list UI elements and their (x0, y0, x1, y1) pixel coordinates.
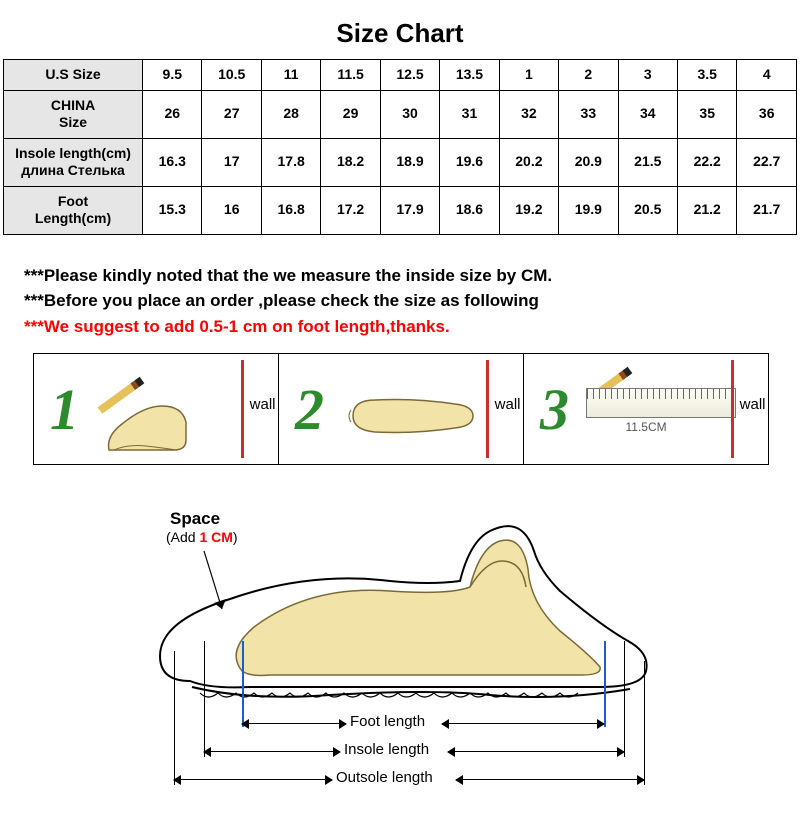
table-cell: 21.2 (677, 186, 736, 234)
step-number: 2 (289, 376, 331, 443)
table-cell: 20.9 (559, 138, 618, 186)
table-cell: 3 (618, 60, 677, 91)
space-title: Space (170, 509, 220, 529)
ruler-icon (586, 388, 736, 418)
dim-line (242, 723, 346, 724)
step-3: 3 11.5CM wall (523, 353, 769, 465)
note-line-1: ***Please kindly noted that the we measu… (24, 263, 800, 289)
wall-line (241, 360, 244, 458)
table-cell: 17.9 (380, 186, 439, 234)
table-cell: 31 (440, 90, 499, 138)
table-cell: 30 (380, 90, 439, 138)
wall-line (731, 360, 734, 458)
note-line-3: ***We suggest to add 0.5-1 cm on foot le… (24, 314, 800, 340)
table-cell: 2 (559, 60, 618, 91)
table-cell: 11.5 (321, 60, 380, 91)
table-cell: 20.5 (618, 186, 677, 234)
table-cell: 19.9 (559, 186, 618, 234)
step-1: 1 wall (33, 353, 279, 465)
table-cell: 28 (261, 90, 320, 138)
foot-top-icon (345, 390, 477, 440)
row-header: FootLength(cm) (4, 186, 143, 234)
guide-line (204, 641, 205, 757)
table-cell: 34 (618, 90, 677, 138)
note-line-2: ***Before you place an order ,please che… (24, 288, 800, 314)
table-cell: 33 (559, 90, 618, 138)
table-cell: 15.3 (143, 186, 202, 234)
table-cell: 27 (202, 90, 261, 138)
table-cell: 21.7 (737, 186, 797, 234)
ruler-value: 11.5CM (626, 420, 667, 434)
table-cell: 18.9 (380, 138, 439, 186)
row-header: CHINASize (4, 90, 143, 138)
table-cell: 12.5 (380, 60, 439, 91)
table-cell: 22.7 (737, 138, 797, 186)
table-cell: 19.6 (440, 138, 499, 186)
page-title: Size Chart (0, 18, 800, 49)
shoe-diagram: Space (Add 1 CM) Foot length (130, 491, 670, 791)
outsole-length-label: Outsole length (336, 769, 433, 786)
table-cell: 1 (499, 60, 558, 91)
table-cell: 16 (202, 186, 261, 234)
step-2: 2 wall (278, 353, 524, 465)
table-cell: 16.3 (143, 138, 202, 186)
guide-line (174, 651, 175, 785)
foot-length-label: Foot length (350, 713, 425, 730)
guide-line (604, 641, 606, 727)
insole-length-label: Insole length (344, 741, 429, 758)
table-cell: 11 (261, 60, 320, 91)
dim-line (448, 751, 624, 752)
table-cell: 10.5 (202, 60, 261, 91)
table-cell: 17.8 (261, 138, 320, 186)
table-cell: 22.2 (677, 138, 736, 186)
dim-line (456, 779, 644, 780)
wall-label: wall (495, 396, 521, 413)
wall-label: wall (250, 396, 276, 413)
table-cell: 36 (737, 90, 797, 138)
table-cell: 18.6 (440, 186, 499, 234)
table-cell: 4 (737, 60, 797, 91)
dim-line (442, 723, 604, 724)
table-cell: 32 (499, 90, 558, 138)
table-cell: 29 (321, 90, 380, 138)
notes-block: ***Please kindly noted that the we measu… (24, 263, 800, 340)
table-cell: 19.2 (499, 186, 558, 234)
size-table: U.S Size9.510.51111.512.513.51233.54 CHIN… (3, 59, 797, 235)
guide-line (242, 641, 244, 727)
table-cell: 17.2 (321, 186, 380, 234)
row-header: Insole length(cm)длина Стелька (4, 138, 143, 186)
table-cell: 26 (143, 90, 202, 138)
step-number: 1 (44, 376, 86, 443)
table-cell: 16.8 (261, 186, 320, 234)
guide-line (624, 641, 625, 757)
table-cell: 18.2 (321, 138, 380, 186)
table-cell: 20.2 (499, 138, 558, 186)
step-number: 3 (534, 376, 576, 443)
table-cell: 21.5 (618, 138, 677, 186)
space-subtitle: (Add 1 CM) (166, 529, 238, 545)
table-cell: 35 (677, 90, 736, 138)
wall-label: wall (740, 396, 766, 413)
table-cell: 17 (202, 138, 261, 186)
dim-line (204, 751, 340, 752)
measure-steps: 1 wall 2 wall 3 (30, 353, 770, 465)
guide-line (644, 661, 645, 785)
table-cell: 3.5 (677, 60, 736, 91)
wall-line (486, 360, 489, 458)
row-header: U.S Size (4, 60, 143, 91)
foot-side-icon (104, 392, 224, 454)
table-cell: 9.5 (143, 60, 202, 91)
dim-line (174, 779, 332, 780)
table-cell: 13.5 (440, 60, 499, 91)
